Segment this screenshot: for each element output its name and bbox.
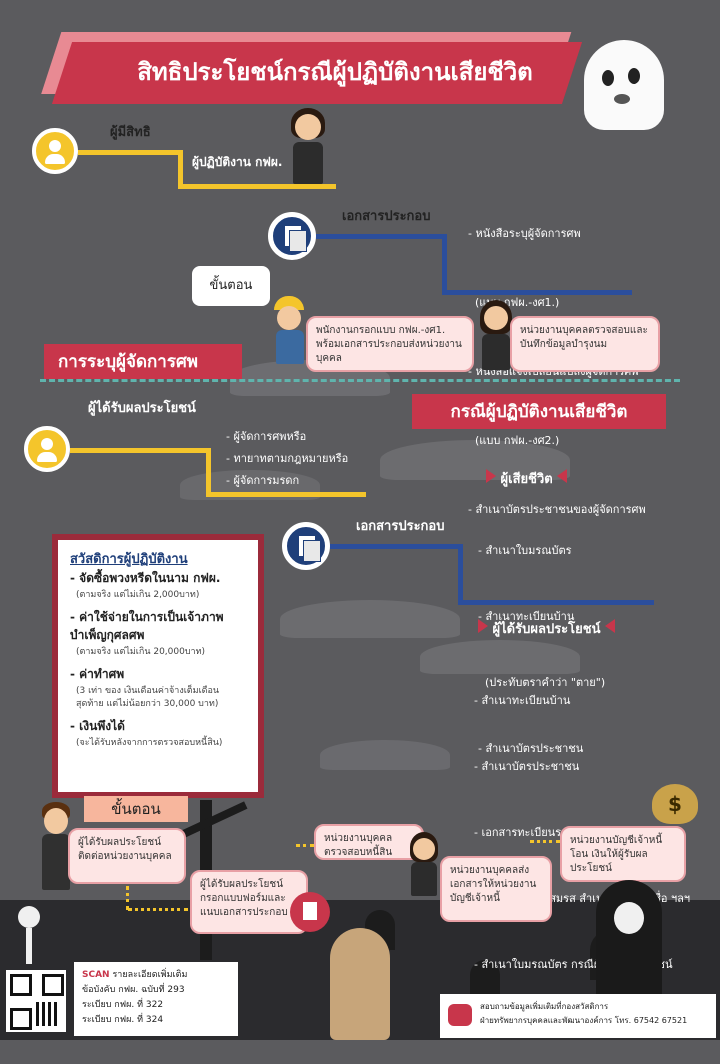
process-step-4: หน่วยงานบุคคลส่ง เอกสารให้หน่วยงาน บัญชี… — [440, 856, 552, 922]
contact-line: ฝ่ายทรัพยากรบุคคลและพัฒนาองค์การ โทร. 67… — [480, 1016, 688, 1025]
flow-arrow — [126, 886, 133, 910]
welfare-note: (ตามจริง แต่ไม่เกิน 2,000บาท) — [76, 590, 200, 600]
flow-arrow — [296, 844, 314, 847]
connector-line — [442, 234, 447, 294]
scan-more: รายละเอียดเพิ่มเติม — [112, 970, 188, 980]
step-1-box: พนักงานกรอกแบบ กฟผ.-งศ1. พร้อมเอกสารประก… — [306, 316, 474, 372]
docs-label: เอกสารประกอบ — [342, 209, 431, 224]
triangle-icon — [486, 469, 496, 483]
connector-line — [178, 184, 336, 189]
employee-figure — [285, 108, 335, 186]
hr-staff-figure — [406, 832, 442, 898]
doc-item: (ประทับตราคำว่า "ตาย") — [478, 676, 606, 689]
deceased-label: ผู้เสียชีวิต — [500, 472, 553, 487]
user-icon — [32, 128, 78, 174]
process-step-1: ผู้ได้รับผลประโยชน์ ติดต่อหน่วยงานบุคคล — [68, 828, 186, 884]
triangle-icon — [605, 619, 616, 633]
beneficiary-docs-heading: ผู้ได้รับผลประโยชน์ — [478, 618, 616, 639]
welfare-note: (3 เท่า ของ เงินเดือนค่าจ้างเต็มเดือน สุ… — [76, 686, 220, 709]
flow-arrow — [530, 840, 560, 843]
doc-item: - สำเนาบัตรประชาชนของผู้จัดการศพ — [468, 503, 646, 516]
welfare-item: - ค่าใช้จ่ายในการเป็นเจ้าภาพ บำเพ็ญกุศลศ… — [70, 610, 224, 642]
bat-silhouette — [380, 440, 570, 480]
beneficiary-list: - ผู้จัดการศพหรือ - ทายาทตามกฎหมายหรือ -… — [226, 426, 348, 492]
entitled-value: ผู้ปฏิบัติงาน กฟผ. — [192, 155, 283, 169]
beneficiary-item: - ผู้จัดการศพหรือ — [226, 430, 307, 443]
doc-item: - หนังสือระบุผู้จัดการศพ — [468, 227, 581, 240]
triangle-icon — [478, 619, 488, 633]
deceased-docs: - สำเนาใบมรณบัตร - สำเนาทะเบียนบ้าน (ประ… — [478, 496, 605, 782]
doc-item: (แบบ กฟผ.-งศ2.) — [468, 434, 560, 447]
document-icon — [290, 892, 330, 932]
welfare-item: - เงินพึงได้ — [70, 719, 125, 733]
page-title: สิทธิประโยชน์กรณีผู้ปฏิบัติงานเสียชีวิต — [137, 58, 533, 86]
mummy-figure — [330, 928, 390, 1040]
connector-line — [316, 234, 444, 239]
bat-silhouette — [420, 640, 580, 674]
contact-box: สอบถามข้อมูลเพิ่มเติมที่กองสวัสดิการ ฝ่า… — [440, 994, 716, 1038]
beneficiary-label: ผู้ได้รับผลประโยชน์ — [88, 401, 196, 416]
references-box: SCAN รายละเอียดเพิ่มเติม ข้อบังคับ กฟผ. … — [74, 962, 238, 1036]
welfare-item: - ค่าทำศพ — [70, 667, 125, 681]
triangle-icon — [557, 469, 568, 483]
bat-silhouette — [280, 600, 460, 638]
doc-item: - สำเนาใบมรณบัตร — [478, 544, 572, 557]
connector-line — [178, 150, 183, 188]
tag-death-case: กรณีผู้ปฏิบัติงานเสียชีวิต — [412, 394, 666, 429]
welfare-heading: สวัสดิการผู้ปฏิบัติงาน — [70, 552, 188, 567]
reference-item: ระเบียบ กฟผ. ที่ 322 — [82, 1000, 164, 1010]
process-step-5: หน่วยงานบัญชีเจ้าหนี้โอน เงินให้ผู้รับผล… — [560, 826, 686, 882]
welfare-note: (ตามจริง แต่ไม่เกิน 20,000บาท) — [76, 647, 206, 657]
qr-code[interactable] — [6, 970, 66, 1032]
tombstone — [470, 960, 500, 996]
welfare-box: สวัสดิการผู้ปฏิบัติงาน - จัดซื้อพวงหรีดใ… — [52, 534, 264, 798]
entitled-label: ผู้มีสิทธิ — [110, 125, 151, 140]
ghost-icon — [584, 40, 664, 130]
connector-line — [458, 600, 654, 605]
phone-icon — [448, 1004, 472, 1026]
hr-staff-figure — [476, 300, 516, 372]
connector-line — [206, 492, 366, 497]
reference-item: ระเบียบ กฟผ. ที่ 324 — [82, 1015, 164, 1025]
connector-line — [458, 544, 463, 604]
doc-item: - สำเนาบัตรประชาชน — [474, 760, 580, 773]
documents-icon — [268, 212, 316, 260]
connector-line — [70, 448, 210, 453]
user-icon — [24, 426, 70, 472]
flow-arrow — [128, 908, 188, 911]
worker-figure — [270, 296, 310, 366]
benef-label: ผู้ได้รับผลประโยชน์ — [492, 622, 601, 637]
connector-line — [78, 150, 180, 155]
doc-item: - สำเนาทะเบียนบ้าน — [474, 694, 571, 707]
welfare-note: (จะได้รับหลังจากการตรวจสอบหนี้สิน) — [76, 738, 223, 748]
money-bag-icon: $ — [652, 784, 698, 824]
process-step-2: ผู้ได้รับผลประโยชน์ กรอกแบบฟอร์มและ แนบเ… — [190, 870, 308, 934]
bat-silhouette — [320, 740, 450, 770]
tag-manager-designation: การระบุผู้จัดการศพ — [44, 344, 242, 379]
process-step-3: หน่วยงานบุคคล ตรวจสอบหนี้สิน — [314, 824, 424, 860]
welfare-item: - จัดซื้อพวงหรีดในนาม กฟผ. — [70, 571, 221, 585]
section-divider — [40, 379, 680, 382]
doc-item: - สำเนาทะเบียนบ้าน — [478, 610, 575, 623]
man-figure — [38, 800, 74, 892]
connector-line — [442, 290, 632, 295]
doc-item: - สำเนาบัตรประชาชน — [478, 742, 584, 755]
connector-line — [330, 544, 462, 549]
deceased-heading: ผู้เสียชีวิต — [486, 468, 568, 489]
beneficiary-item: - ผู้จัดการมรดก — [226, 474, 300, 487]
process-label: ขั้นตอน — [84, 796, 188, 822]
step-2-box: หน่วยงานบุคคลตรวจสอบและบันทึกข้อมูลบำรุง… — [510, 316, 660, 372]
beneficiary-item: - ทายาทตามกฎหมายหรือ — [226, 452, 349, 465]
skeleton-figure — [12, 906, 46, 966]
contact-line: สอบถามข้อมูลเพิ่มเติมที่กองสวัสดิการ — [480, 1002, 609, 1011]
documents-icon — [282, 522, 330, 570]
connector-line — [206, 448, 211, 496]
reference-item: ข้อบังคับ กฟผ. ฉบับที่ 293 — [82, 985, 185, 995]
scan-label: SCAN — [82, 970, 110, 980]
docs-label: เอกสารประกอบ — [356, 519, 445, 534]
steps-bubble: ขั้นตอน — [192, 266, 270, 306]
